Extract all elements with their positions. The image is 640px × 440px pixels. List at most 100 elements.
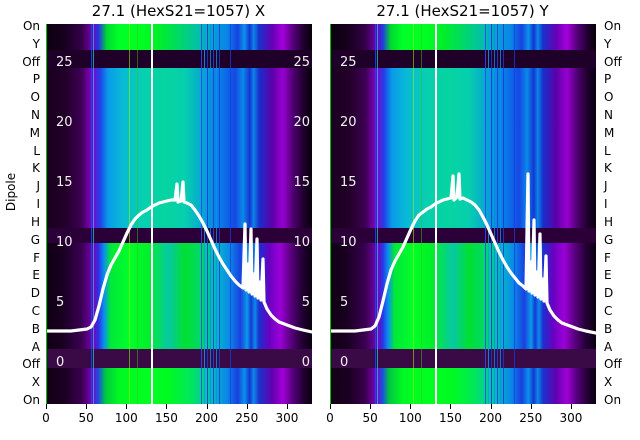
ytick-inner-20: 20 [56, 115, 73, 130]
heat-spike-11 [137, 24, 138, 404]
heat-separator-1 [47, 50, 312, 68]
ytick-inner-0: 0 [340, 355, 349, 370]
ytick-outer-25: 25 [293, 55, 310, 70]
heatmap-image-y [331, 24, 596, 404]
overlay-trace-x [47, 24, 312, 404]
ytick-outer-5: 5 [301, 295, 310, 310]
ytick-inner-10: 10 [56, 235, 73, 250]
heat-spike-0 [375, 24, 376, 404]
xtick-label-300: 300 [559, 411, 583, 425]
category-label-left-a-18: A [31, 339, 40, 354]
heat-gap-line [151, 24, 153, 404]
heat-gap-line [435, 24, 437, 404]
category-label-right-b-17: B [604, 321, 613, 336]
xtick-mark-0 [330, 404, 331, 409]
ytick-inner-0: 0 [56, 355, 65, 370]
category-label-left-n-5: N [31, 108, 40, 123]
xtick-label-250: 250 [519, 411, 543, 425]
xtick-mark-100 [410, 404, 412, 409]
heat-spike-8 [503, 24, 504, 404]
category-label-right-j-9: J [604, 179, 608, 194]
category-label-left-m-6: M [29, 125, 40, 140]
category-label-right-off-19: Off [604, 357, 622, 372]
xtick-label-200: 200 [195, 411, 219, 425]
category-label-right-i-10: I [604, 197, 608, 212]
heat-spike-4 [491, 24, 492, 404]
category-label-right-y-1: Y [604, 36, 612, 51]
category-label-left-f-13: F [33, 250, 40, 265]
heat-spike-7 [500, 24, 501, 404]
category-label-left-off-2: Off [22, 54, 40, 69]
heatmap-panel-y[interactable]: 25 20 15 10 5 0 [330, 24, 596, 404]
xtick-label-100: 100 [114, 411, 138, 425]
heat-spike-3 [488, 24, 489, 404]
category-label-left-i-10: I [36, 197, 40, 212]
xtick-label-50: 50 [78, 411, 94, 425]
category-label-left-on-0: On [22, 19, 40, 33]
category-label-right-o-4: O [604, 90, 614, 105]
heat-spike-10 [129, 24, 130, 404]
heat-spike-10 [413, 24, 414, 404]
category-label-right-c-16: C [604, 303, 613, 318]
ytick-inner-20: 20 [340, 115, 357, 130]
category-label-right-e-14: E [604, 268, 612, 283]
xtick-mark-250 [530, 404, 532, 409]
xtick-label-50: 50 [362, 411, 378, 425]
category-label-left-on-21: On [22, 393, 40, 407]
ytick-outer-10: 10 [293, 235, 310, 250]
heatmap-panel-x[interactable]: 25 20 15 10 5 0 25 20 15 10 5 0 [46, 24, 312, 404]
category-label-right-f-13: F [604, 250, 611, 265]
category-label-right-l-7: L [604, 143, 611, 158]
xtick-label-0: 0 [326, 411, 334, 425]
xtick-label-150: 150 [439, 411, 462, 425]
xtick-label-250: 250 [235, 411, 259, 425]
heatmap-image-x [47, 24, 312, 404]
ytick-inner-15: 15 [56, 175, 73, 190]
xtick-mark-300 [570, 404, 572, 409]
heat-spike-4 [207, 24, 208, 404]
category-label-right-n-5: N [604, 108, 613, 123]
ytick-inner-10: 10 [340, 235, 357, 250]
heat-spike-0 [91, 24, 92, 404]
category-label-right-x-20: X [604, 375, 613, 390]
x-axis-right: 0 50 100 150 200 250 300 [326, 404, 595, 438]
xtick-mark-150 [166, 404, 168, 409]
xtick-mark-200 [206, 404, 208, 409]
panel-title-right: 27.1 (HexS21=1057) Y [376, 2, 549, 20]
heat-spike-3 [204, 24, 205, 404]
overlay-trace-y [331, 24, 596, 404]
xtick-mark-200 [490, 404, 492, 409]
category-label-left-k-8: K [32, 161, 40, 176]
xtick-mark-0 [46, 404, 47, 409]
category-label-left-h-11: H [30, 214, 40, 229]
category-label-right-g-12: G [604, 232, 614, 247]
heat-spike-1 [377, 24, 378, 404]
heat-spike-2 [201, 24, 202, 404]
ytick-inner-5: 5 [340, 295, 349, 310]
ytick-outer-20: 20 [293, 115, 310, 130]
heat-spike-5 [494, 24, 495, 404]
ytick-outer-15: 15 [293, 175, 310, 190]
ytick-inner-25: 25 [340, 55, 357, 70]
xtick-label-150: 150 [155, 411, 178, 425]
xtick-label-200: 200 [479, 411, 503, 425]
category-label-right-m-6: M [604, 125, 615, 140]
xtick-mark-100 [126, 404, 128, 409]
heat-spike-2 [485, 24, 486, 404]
heat-separator-3 [331, 349, 596, 368]
category-label-right-h-11: H [604, 214, 614, 229]
heat-spike-6 [497, 24, 498, 404]
ytick-inner-5: 5 [56, 295, 65, 310]
xtick-mark-50 [86, 404, 88, 409]
heat-spike-6 [213, 24, 214, 404]
category-label-left-g-12: G [30, 232, 40, 247]
category-label-left-o-4: O [30, 90, 40, 105]
xtick-label-300: 300 [275, 411, 299, 425]
category-label-right-d-15: D [604, 286, 614, 301]
xtick-label-100: 100 [398, 411, 422, 425]
ytick-inner-15: 15 [340, 175, 357, 190]
xtick-mark-300 [286, 404, 288, 409]
ytick-inner-25: 25 [56, 55, 73, 70]
heat-separator-1 [331, 50, 596, 68]
